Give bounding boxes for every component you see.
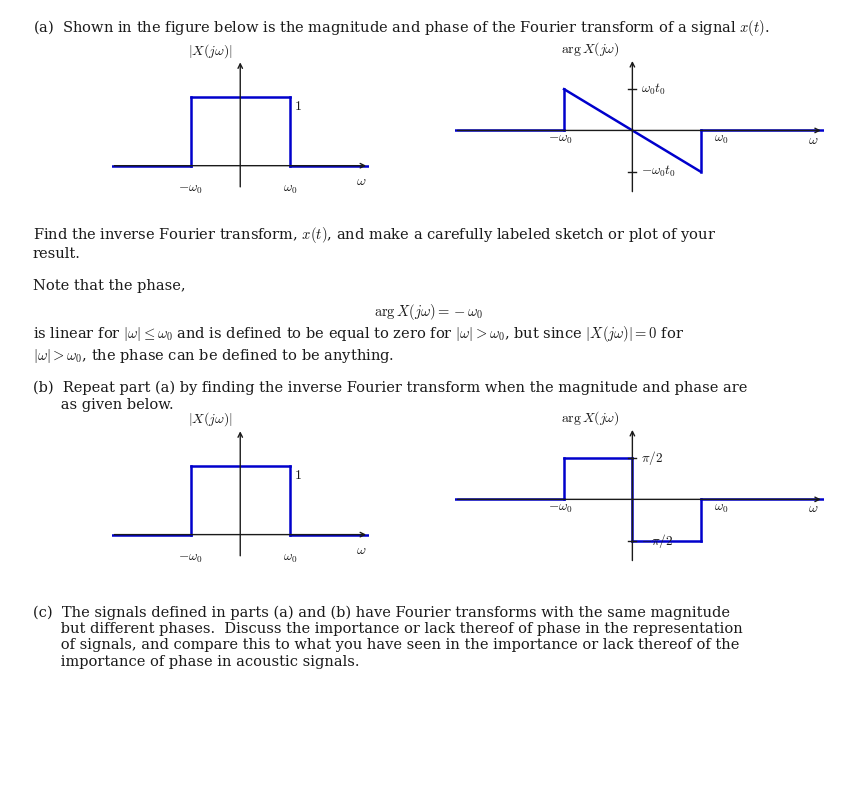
Text: $1$: $1$ — [293, 99, 301, 113]
Text: $-\omega_0$: $-\omega_0$ — [178, 552, 203, 565]
Text: $\omega$: $\omega$ — [356, 543, 366, 557]
Text: $\omega_0$: $\omega_0$ — [282, 552, 297, 565]
Text: Note that the phase,: Note that the phase, — [33, 279, 185, 293]
Text: $\mathrm{arg}\,X(j\omega)$: $\mathrm{arg}\,X(j\omega)$ — [561, 40, 620, 59]
Text: $1$: $1$ — [293, 468, 301, 482]
Text: $\omega_0 t_0$: $\omega_0 t_0$ — [641, 82, 665, 97]
Text: $|X(j\omega)|$: $|X(j\omega)|$ — [188, 411, 233, 428]
Text: is linear for $|\omega| \leq \omega_0$ and is defined to be equal to zero for $|: is linear for $|\omega| \leq \omega_0$ a… — [33, 324, 684, 365]
Text: $|X(j\omega)|$: $|X(j\omega)|$ — [188, 42, 233, 59]
Text: Find the inverse Fourier transform, $x(t)$, and make a carefully labeled sketch : Find the inverse Fourier transform, $x(t… — [33, 225, 716, 261]
Text: $\omega$: $\omega$ — [807, 501, 819, 516]
Text: (c)  The signals defined in parts (a) and (b) have Fourier transforms with the s: (c) The signals defined in parts (a) and… — [33, 606, 742, 669]
Text: $-\omega_0$: $-\omega_0$ — [548, 502, 573, 515]
Text: $-\pi/2$: $-\pi/2$ — [641, 532, 673, 549]
Text: (b)  Repeat part (a) by finding the inverse Fourier transform when the magnitude: (b) Repeat part (a) by finding the inver… — [33, 381, 747, 411]
Text: $\omega$: $\omega$ — [356, 174, 366, 188]
Text: $\omega_0$: $\omega_0$ — [715, 502, 728, 515]
Text: $\mathrm{arg}\,X(j\omega) = -\omega_0$: $\mathrm{arg}\,X(j\omega) = -\omega_0$ — [374, 302, 484, 322]
Text: $-\omega_0 t_0$: $-\omega_0 t_0$ — [641, 164, 675, 180]
Text: $\omega_0$: $\omega_0$ — [715, 133, 728, 146]
Text: $\omega_0$: $\omega_0$ — [282, 183, 297, 196]
Text: $\mathrm{arg}\,X(j\omega)$: $\mathrm{arg}\,X(j\omega)$ — [561, 409, 620, 427]
Text: $\omega$: $\omega$ — [807, 132, 819, 147]
Text: $\pi/2$: $\pi/2$ — [641, 449, 662, 467]
Text: $-\omega_0$: $-\omega_0$ — [548, 133, 573, 146]
Text: $-\omega_0$: $-\omega_0$ — [178, 183, 203, 196]
Text: (a)  Shown in the figure below is the magnitude and phase of the Fourier transfo: (a) Shown in the figure below is the mag… — [33, 18, 770, 38]
